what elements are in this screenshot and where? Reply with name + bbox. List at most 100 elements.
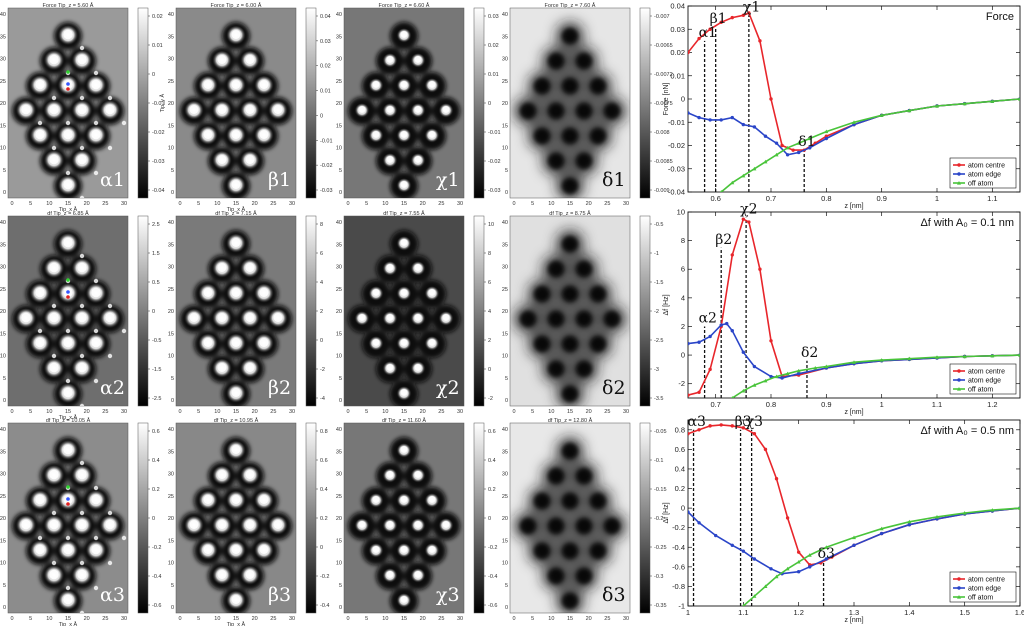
chart-title: Force (986, 11, 1014, 23)
map-ytick: 20 (502, 309, 508, 315)
ytick-label: -0.2 (672, 523, 685, 532)
data-point (852, 360, 856, 364)
map-panel-δ1: Force Tip_z = 7.60 Å 40 35 30 25 20 15 10 5 00 5 10… (502, 2, 673, 207)
map-ytick: 10 (502, 146, 508, 152)
map-ytick: 25 (502, 79, 508, 85)
map-ytick: 25 (168, 79, 174, 85)
colorbar-label: -1 (654, 251, 659, 257)
data-point (763, 159, 768, 164)
map-xtick: 25 (102, 616, 108, 622)
map-ytick: 35 (0, 449, 6, 455)
map-xtick: 25 (604, 409, 610, 415)
map-xtick: 10 (214, 409, 220, 415)
map-ytick: 35 (502, 34, 508, 40)
map-title: Force Tip_z = 7.60 Å (545, 2, 596, 9)
data-point (719, 118, 723, 122)
data-point (907, 523, 912, 527)
colorbar-label: -2 (488, 396, 493, 402)
map-ytick: 15 (336, 331, 342, 337)
map-xtick: 30 (623, 201, 629, 207)
colorbar-label: -0.3 (654, 574, 663, 580)
data-point (708, 118, 712, 122)
map-xtick: 10 (46, 409, 52, 415)
map-xtick: 15 (65, 201, 71, 207)
colorbar-label: 0.04 (320, 14, 331, 20)
map-ytick: 25 (0, 494, 6, 500)
data-point (741, 122, 746, 127)
data-point (935, 355, 939, 359)
data-point (758, 39, 762, 43)
data-point (747, 11, 751, 15)
colorbar-label: -0.6 (152, 603, 161, 609)
map-xtick: 20 (420, 616, 426, 622)
map-panel-δ3: df Tip_z = 12.80 Å 40 35 30 25 20 15 10 5 00 5 10 15… (502, 417, 667, 622)
map-ytick: 25 (502, 494, 508, 500)
colorbar-label: -0.25 (654, 545, 667, 551)
data-point (708, 424, 712, 428)
data-point (769, 567, 773, 571)
ytick-label: 8 (681, 236, 685, 245)
map-label: β3 (268, 584, 291, 606)
data-point (741, 388, 746, 393)
map-ytick: 35 (336, 242, 342, 248)
series-group (688, 217, 1020, 398)
map-ylabel: Tip_y Å (159, 93, 166, 112)
series-line-atom-edge (688, 507, 1020, 575)
data-point (730, 329, 734, 333)
map-ytick: 15 (502, 123, 508, 129)
map-xtick: 30 (457, 201, 463, 207)
marker-off-atom (66, 485, 70, 489)
map-ytick: 5 (505, 583, 508, 589)
map-image (348, 230, 460, 406)
map-ytick: 40 (168, 427, 174, 433)
colorbar (137, 7, 149, 199)
map-ytick: 5 (3, 376, 6, 382)
map-xtick: 20 (420, 409, 426, 415)
map-ytick: 20 (168, 309, 174, 315)
map-xlabel: Tip_x Å (59, 621, 78, 626)
data-point (824, 364, 829, 369)
map-xtick: 0 (10, 201, 13, 207)
colorbar-label: -0.0065 (654, 43, 673, 49)
colorbar-label: -2.5 (654, 338, 663, 344)
x-axis-label: z [nm] (844, 409, 863, 416)
data-point (962, 101, 967, 106)
map-title: df Tip_z = 6.85 Å (47, 210, 89, 217)
data-point (796, 141, 801, 145)
map-ytick: 30 (168, 57, 174, 63)
colorbar-label: -0.03 (152, 159, 165, 165)
chart-3: -1 -0.8 -0.6 -0.4 -0.2 0 0.2 0.4 0.6 0.8 1 1.1 1.2 1.… (663, 414, 1024, 624)
map-ytick: 15 (336, 123, 342, 129)
legend-label: off atom (968, 181, 993, 188)
colorbar-label: -0.0085 (654, 159, 673, 165)
map-xtick: 5 (29, 616, 32, 622)
map-ytick: 15 (168, 538, 174, 544)
map-ytick: 40 (336, 12, 342, 18)
colorbar-label: -0.03 (320, 188, 333, 194)
colorbar-label: -0.01 (152, 101, 165, 107)
xtick-label: 1.4 (904, 608, 914, 617)
colorbar-label: -0.5 (654, 222, 663, 228)
series-group (688, 423, 1020, 606)
colorbar-label: -0.02 (320, 163, 333, 169)
ytick-label: -0.6 (672, 562, 685, 571)
map-xtick: 15 (233, 616, 239, 622)
legend-label: atom edge (968, 586, 1001, 593)
colorbar (137, 422, 149, 614)
map-ytick: 15 (502, 538, 508, 544)
map-xtick: 0 (346, 616, 349, 622)
map-title: Force Tip_z = 6.60 Å (379, 2, 430, 9)
legend-label: atom centre (968, 163, 1005, 170)
map-xtick: 20 (84, 409, 90, 415)
colorbar (639, 215, 651, 407)
data-point (708, 27, 712, 31)
colorbar-label: 4 (488, 309, 491, 315)
data-point (796, 150, 801, 155)
map-ytick: 25 (336, 494, 342, 500)
ytick-label: -1 (678, 602, 685, 611)
data-point (752, 383, 757, 387)
chart-2: -2 0 2 4 6 8 10 0.7 0.8 0.9 1 1.1 1.2 z [nm] Δf [Hz] Δf… (663, 202, 1021, 416)
map-xtick: 30 (289, 201, 295, 207)
